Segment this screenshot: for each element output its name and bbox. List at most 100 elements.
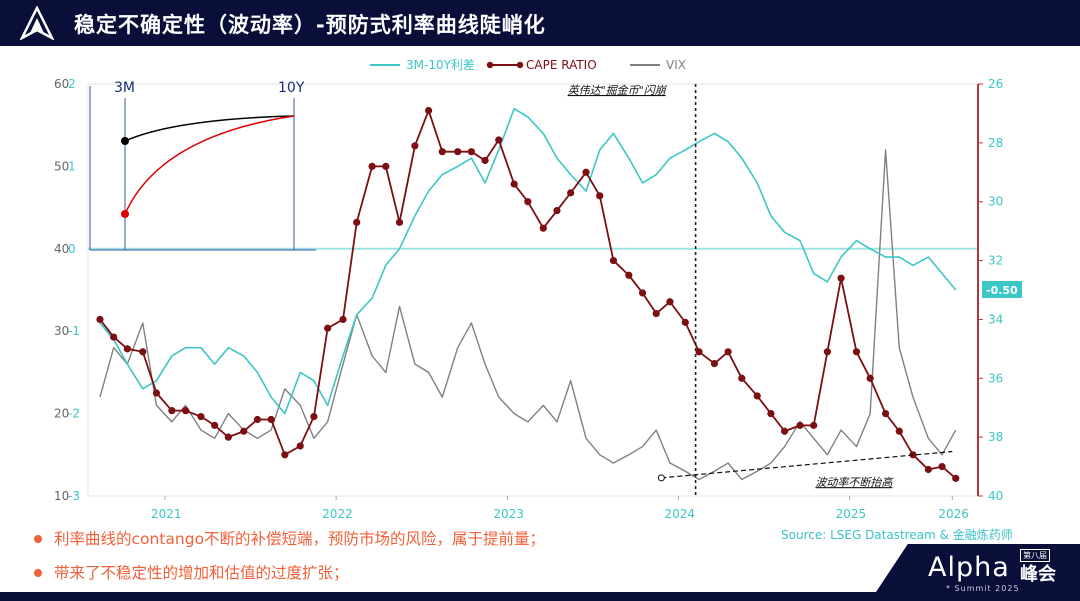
cape-point xyxy=(181,407,190,415)
legend-dot xyxy=(486,61,494,69)
cape-point xyxy=(224,433,232,441)
cape-point xyxy=(368,162,376,170)
cape-point xyxy=(681,318,689,326)
cape-tick-label: 36 xyxy=(988,371,1003,385)
spread-tick-label: 0 xyxy=(68,242,76,256)
x-tick-label: 2026 xyxy=(938,507,969,521)
spread-tick-label: 1 xyxy=(68,159,76,173)
cape-point xyxy=(724,348,732,356)
cape-point xyxy=(495,136,503,144)
cape-point xyxy=(339,315,347,324)
cape-point xyxy=(938,462,946,471)
cape-line xyxy=(99,109,957,480)
cape-point xyxy=(353,218,361,226)
legend-dot xyxy=(516,61,524,69)
chart-area: 10 20 30 40 50 60 -3 -2 -1 0 1 2 26 28 30 32 34 36 38 40 202… xyxy=(0,46,1080,524)
last-spread-label: -0.50 xyxy=(986,284,1018,297)
cape-point xyxy=(438,148,446,156)
last-spread-tag xyxy=(982,281,1022,298)
footer xyxy=(0,566,1080,601)
cape-point xyxy=(567,189,575,197)
cape-point xyxy=(823,348,831,356)
cape-point xyxy=(596,192,604,200)
cape-tick-label: 30 xyxy=(988,195,1003,209)
cape-point xyxy=(553,206,561,215)
cape-tick-label: 38 xyxy=(988,430,1003,444)
bullet-list: 利率曲线的contango不断的补偿短端，预防市场的风险，属于提前量； 带来了不… xyxy=(34,526,545,594)
brand-event: 峰会 xyxy=(1020,564,1056,585)
cape-point xyxy=(695,348,703,356)
title-bar: 稳定不确定性（波动率）-预防式利率曲线陡峭化 xyxy=(0,0,1080,46)
cape-point xyxy=(666,298,674,306)
x-tick-label: 2024 xyxy=(664,507,695,521)
inset-3m-label: 3M xyxy=(114,80,135,96)
vix-tick-label: 30 xyxy=(54,324,69,338)
cape-point xyxy=(924,465,932,474)
spread-tick-label: -3 xyxy=(68,489,80,503)
cape-point xyxy=(281,451,289,459)
cape-point xyxy=(810,421,818,429)
cape-point xyxy=(652,309,660,318)
x-tick-label: 2021 xyxy=(151,507,182,521)
cape-point xyxy=(211,421,219,429)
inset-red-dot xyxy=(121,210,129,218)
cape-point xyxy=(168,407,176,415)
cape-point xyxy=(296,442,304,450)
cape-tick-label: 40 xyxy=(988,489,1003,503)
cape-point xyxy=(767,410,775,418)
cape-point xyxy=(625,271,633,279)
cape-point xyxy=(796,421,804,429)
source-note: Source: LSEG Datastream & 金融炼药师 xyxy=(781,528,1013,542)
cape-point xyxy=(240,427,248,435)
cape-tick-label: 32 xyxy=(988,254,1003,268)
bullet-item: 带来了不稳定性的增加和估值的过度扩张； xyxy=(34,560,545,594)
vix-trend-line xyxy=(661,450,953,479)
cape-point xyxy=(609,256,618,265)
footer-band xyxy=(0,592,1080,601)
cape-point xyxy=(197,412,205,421)
brand-summit: * Summit 2025 xyxy=(946,584,1020,593)
cape-point xyxy=(324,324,332,332)
cape-tick-label: 28 xyxy=(988,136,1003,150)
cape-point xyxy=(852,348,861,356)
inset-black-dot xyxy=(121,137,129,145)
vix-tick-label: 60 xyxy=(54,77,69,91)
cape-point xyxy=(837,274,845,282)
spread-tick-label: 2 xyxy=(68,77,76,91)
legend-label: 3M-10Y利差 xyxy=(406,58,475,72)
cape-point xyxy=(267,415,275,424)
vix-tick-label: 20 xyxy=(54,407,69,421)
brand-edition: 第八届 xyxy=(1020,549,1050,562)
cape-point xyxy=(582,168,590,176)
cape-point xyxy=(952,474,960,482)
cape-point xyxy=(310,412,318,421)
x-tick-label: 2023 xyxy=(493,507,524,521)
cape-point xyxy=(253,415,262,424)
vix-tick-label: 40 xyxy=(54,242,69,256)
vix-trend-start xyxy=(657,474,665,482)
cape-point xyxy=(110,333,118,341)
vix-tick-label: 50 xyxy=(54,159,69,173)
spread-tick-label: -1 xyxy=(68,324,80,338)
trend-label: 波动率不断抬高 xyxy=(815,476,894,489)
spread-tick-label: -2 xyxy=(68,407,80,421)
cape-point xyxy=(638,289,647,297)
cape-point xyxy=(539,224,547,232)
legend-label: VIX xyxy=(666,58,686,72)
cape-point xyxy=(411,142,419,150)
cape-point xyxy=(152,389,161,397)
cape-point xyxy=(738,374,746,382)
inset-10y-label: 10Y xyxy=(278,80,305,96)
cape-point xyxy=(424,106,433,115)
inset-steep-curve xyxy=(124,115,295,215)
cape-point xyxy=(96,315,104,324)
cape-point xyxy=(139,348,147,356)
cape-point xyxy=(866,374,874,382)
inset-flat-curve xyxy=(124,115,295,142)
slide-title: 稳定不确定性（波动率）-预防式利率曲线陡峭化 xyxy=(74,13,546,37)
event-label: 英伟达"掘金币"闪崩 xyxy=(568,84,668,97)
cape-point xyxy=(524,198,532,206)
legend-label: CAPE RATIO xyxy=(526,58,597,72)
cape-point xyxy=(395,218,404,226)
x-tick-label: 2022 xyxy=(322,507,353,521)
